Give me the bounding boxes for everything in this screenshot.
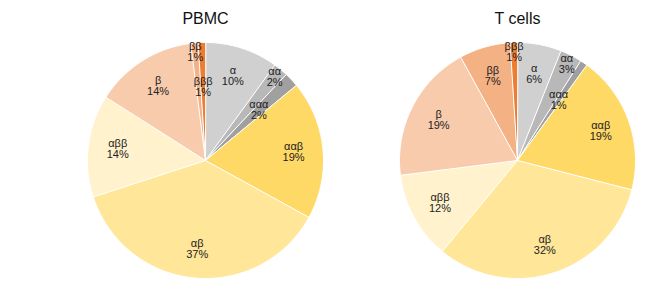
svg-text:ααα2%: ααα2% — [249, 98, 269, 121]
svg-text:βββ1%: βββ1% — [194, 75, 213, 98]
svg-text:ααα1%: ααα1% — [549, 88, 569, 111]
svg-text:ααβ19%: ααβ19% — [590, 119, 612, 142]
svg-text:β19%: β19% — [428, 108, 450, 131]
svg-text:ββ7%: ββ7% — [485, 64, 501, 87]
svg-text:αα2%: αα2% — [267, 65, 283, 88]
svg-text:αβ32%: αβ32% — [534, 233, 556, 256]
svg-text:ααβ19%: ααβ19% — [283, 140, 305, 163]
svg-text:αββ12%: αββ12% — [429, 191, 451, 214]
svg-text:β14%: β14% — [147, 74, 169, 97]
svg-text:ββ1%: ββ1% — [187, 40, 203, 63]
svg-text:αβ37%: αβ37% — [186, 237, 208, 260]
svg-text:αα3%: αα3% — [559, 52, 575, 75]
svg-text:α10%: α10% — [222, 64, 244, 87]
svg-text:PBMC: PBMC — [182, 10, 228, 27]
svg-text:αββ14%: αββ14% — [107, 137, 129, 160]
svg-text:βββ1%: βββ1% — [505, 40, 524, 63]
svg-text:T cells: T cells — [495, 10, 541, 27]
svg-text:α6%: α6% — [526, 62, 542, 85]
